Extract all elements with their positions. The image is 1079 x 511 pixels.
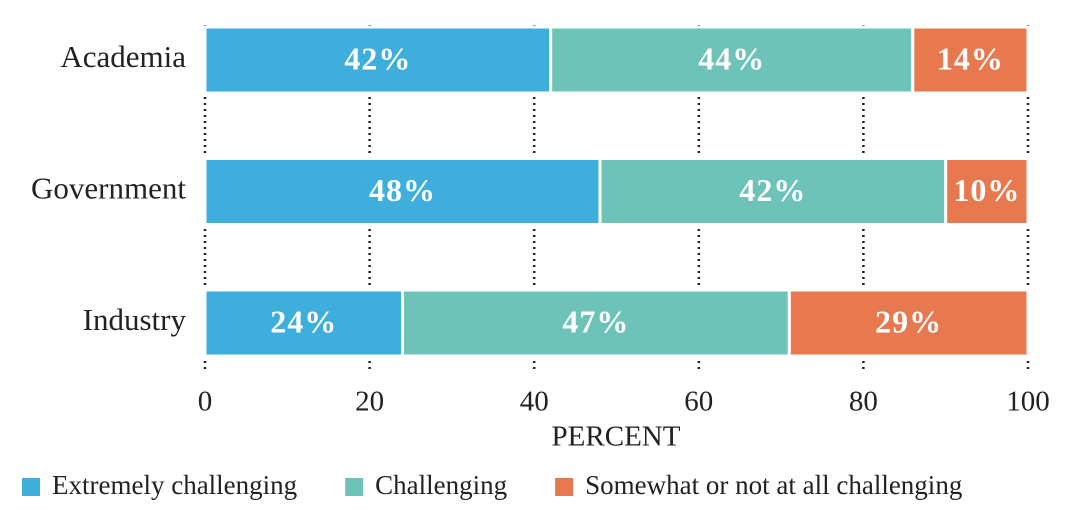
bar-segment bbox=[203, 288, 405, 358]
x-tick-label: 100 bbox=[1006, 386, 1050, 418]
value-label: 14% bbox=[937, 40, 1004, 76]
legend-label: Challenging bbox=[375, 470, 507, 500]
y-tick-label: Academia bbox=[60, 39, 186, 74]
bar-segment bbox=[944, 157, 1030, 226]
value-label: 44% bbox=[698, 40, 765, 76]
x-tick-label: 60 bbox=[684, 386, 713, 418]
bar-segment bbox=[203, 157, 602, 226]
legend-label: Somewhat or not at all challenging bbox=[585, 470, 962, 500]
bar-segment bbox=[911, 25, 1030, 95]
y-tick-label: Government bbox=[31, 171, 186, 206]
legend-swatch bbox=[555, 478, 574, 496]
value-label: 48% bbox=[369, 172, 436, 208]
value-label: 29% bbox=[875, 303, 942, 339]
x-axis-title: PERCENT bbox=[552, 421, 681, 453]
value-label: 24% bbox=[270, 303, 337, 339]
bar-segment bbox=[787, 288, 1030, 358]
legend-label: Extremely challenging bbox=[52, 470, 297, 500]
value-label: 47% bbox=[562, 303, 629, 339]
x-tick-label: 0 bbox=[198, 386, 213, 418]
value-label: 42% bbox=[739, 172, 806, 208]
x-tick-label: 40 bbox=[520, 386, 549, 418]
x-tick-label: 80 bbox=[849, 386, 878, 418]
bar-segment bbox=[401, 288, 791, 358]
bar-segment bbox=[549, 25, 915, 95]
value-label: 42% bbox=[344, 40, 411, 76]
x-tick-label: 20 bbox=[355, 386, 384, 418]
legend-swatch bbox=[345, 478, 364, 496]
y-tick-label: Industry bbox=[83, 302, 187, 337]
value-label: 10% bbox=[953, 172, 1020, 208]
legend-swatch bbox=[22, 478, 40, 496]
